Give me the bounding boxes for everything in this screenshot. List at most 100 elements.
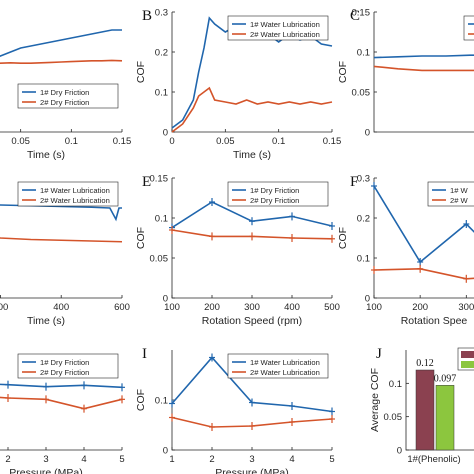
- legend-box: [227, 181, 329, 207]
- y-tick-label: 0: [163, 128, 168, 139]
- x-tick-label: 100: [164, 302, 180, 313]
- axis-box: [0, 297, 122, 299]
- x-tick-label: 0.15: [113, 136, 132, 147]
- y-tick-label: 0: [365, 128, 370, 139]
- series-line: [0, 59, 123, 65]
- x-axis-label: Pressure (MPa): [215, 467, 289, 474]
- axis-box: [0, 131, 122, 133]
- x-axis-label: Pressure (MPa): [9, 467, 83, 474]
- series-line: [171, 86, 333, 133]
- legend-box: [427, 181, 474, 207]
- y-tick-label: 0.1: [155, 88, 168, 99]
- y-axis-label: COF: [135, 389, 147, 411]
- bar-value-label: 0.097: [434, 373, 457, 384]
- y-tick-label: 0.3: [155, 8, 168, 19]
- y-tick-label: 0.2: [357, 214, 370, 225]
- x-tick-label: 3: [249, 454, 254, 465]
- legend-box: [227, 15, 329, 41]
- panel-d: 200 400 600 Time (s) 1# Water Lubrication2# …: [0, 181, 130, 327]
- y-tick-label: 0.1: [155, 214, 168, 225]
- panel-letter: F: [350, 174, 358, 190]
- x-axis-label: Time (s): [27, 149, 65, 161]
- legend-box: [227, 353, 329, 379]
- panel-e: E 0 0.05 0.1 0.15 COF 100 200 300 400 500 Rotation …: [135, 174, 340, 328]
- x-axis-label: Time (s): [27, 315, 65, 327]
- x-tick-label: 500: [324, 302, 340, 313]
- y-tick-label: 0.05: [384, 412, 403, 423]
- bar: [415, 369, 435, 451]
- series-line: [0, 383, 123, 389]
- x-tick-label: 5: [329, 454, 334, 465]
- legend-swatch: [461, 351, 474, 358]
- legend-entry: 2# Water Lubrication: [250, 368, 320, 377]
- panel-letter: C: [350, 8, 360, 24]
- x-tick-label: 600: [114, 302, 130, 313]
- series-line: [373, 65, 474, 72]
- series-line: [373, 185, 474, 264]
- y-tick-label: 0.1: [389, 379, 402, 390]
- x-tick-label: 4: [289, 454, 294, 465]
- y-tick-label: 0.05: [352, 88, 371, 99]
- x-tick-label: 400: [284, 302, 300, 313]
- x-tick-label: 100: [366, 302, 382, 313]
- x-tick-label: 0.05: [11, 136, 30, 147]
- y-axis-label: COF: [135, 61, 147, 83]
- x-tick-label: 300: [244, 302, 260, 313]
- x-tick-label: 3: [43, 454, 48, 465]
- legend-entry: 2# Dry Friction: [40, 98, 89, 107]
- panel-i: I 0 0.1 COF 1 2 3 4 5 Pressure (MPa) 1# Water Lubr…: [135, 346, 335, 474]
- legend-entry: 2# Water Lubrication: [40, 196, 110, 205]
- x-tick-label: 0.1: [65, 136, 78, 147]
- legend-entry: 1# Dry Friction: [250, 186, 299, 195]
- series-line: [0, 396, 123, 410]
- axis-box: [0, 449, 122, 451]
- y-tick-label: 0: [163, 294, 168, 305]
- x-axis-label: Rotation Speed (rpm): [202, 315, 302, 327]
- legend-box: [17, 181, 119, 207]
- y-tick-label: 0.1: [357, 254, 370, 265]
- series-line: [0, 237, 123, 243]
- x-tick-label: 200: [412, 302, 428, 313]
- legend-entry: 1# W: [450, 186, 469, 195]
- x-tick-label: 0: [169, 136, 174, 147]
- panel-c: C 0 0.05 0.1 0.15 COF: [337, 8, 474, 139]
- x-tick-label: 200: [0, 302, 8, 313]
- y-tick-label: 0.15: [150, 174, 169, 185]
- panel-letter: I: [142, 346, 147, 362]
- legend-entry: 1# Water Lubrication: [40, 186, 110, 195]
- legend-swatch: [461, 361, 474, 368]
- x-tick-label: 300: [458, 302, 474, 313]
- legend-box: [463, 15, 474, 41]
- series-line: [0, 204, 122, 222]
- y-tick-label: 0: [163, 446, 168, 457]
- x-axis-label: Time (s): [233, 149, 271, 161]
- legend-entry: 2# W: [450, 196, 469, 205]
- legend-entry: 1# Dry Friction: [40, 88, 89, 97]
- y-tick-label: 0.1: [155, 396, 168, 407]
- x-tick-label: 0.1: [272, 136, 285, 147]
- bar: [435, 385, 455, 451]
- y-tick-label: 0: [365, 294, 370, 305]
- legend-entry: 2# Dry Friction: [250, 196, 299, 205]
- panel-letter: J: [376, 346, 382, 362]
- panel-b: B 0 0.1 0.2 0.3 COF 0 0.05 0.1 0.15 Time (s) 1# Wat…: [135, 8, 341, 162]
- y-axis-label: COF: [337, 61, 349, 83]
- x-tick-label: 5: [119, 454, 124, 465]
- panel-letter: E: [142, 174, 151, 190]
- x-tick-label: 0.05: [216, 136, 235, 147]
- y-axis-label: Average COF: [369, 368, 381, 432]
- x-axis-label: Rotation Spee: [401, 315, 468, 327]
- y-tick-label: 0.05: [150, 254, 169, 265]
- x-tick-label: 400: [53, 302, 69, 313]
- axis-box: [373, 12, 474, 133]
- series-line: [373, 267, 474, 280]
- x-tick-label: 0.15: [323, 136, 342, 147]
- x-tick-label: 1: [169, 454, 174, 465]
- legend-entry: 2# Water Lubrication: [250, 30, 320, 39]
- x-tick-label: 4: [81, 454, 86, 465]
- y-tick-label: 0.2: [155, 48, 168, 59]
- panel-f: F 0 0.1 0.2 0.3 COF 100 200 300 Rotation Spee 1# W…: [337, 174, 474, 327]
- y-tick-label: 0.3: [357, 174, 370, 185]
